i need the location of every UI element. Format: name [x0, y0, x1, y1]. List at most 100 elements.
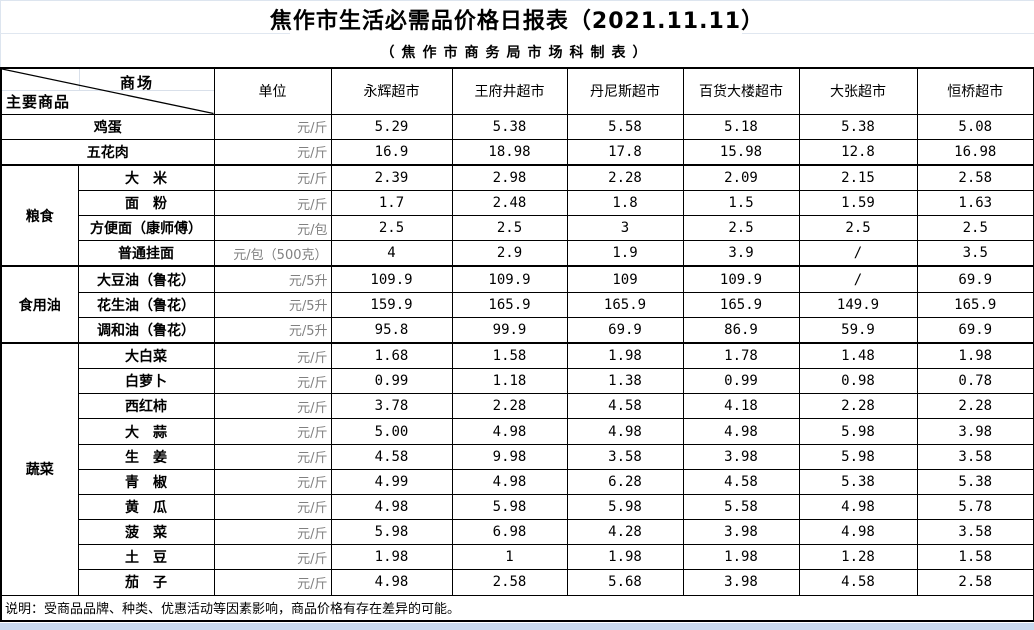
product-name-cell: 大 米: [77, 163, 215, 192]
category-cell: 食用油: [0, 265, 79, 344]
price-cell: 159.9: [330, 291, 453, 318]
price-cell: 5.98: [798, 443, 918, 470]
price-cell: 5.38: [798, 468, 918, 495]
price-cell: 2.58: [916, 163, 1034, 192]
price-cell: 1.98: [566, 342, 684, 370]
price-cell: 3.58: [566, 443, 684, 470]
unit-cell: 元/5升: [213, 265, 332, 293]
market-header-baihuodalou: 百货大楼超市: [682, 67, 800, 115]
price-cell: 16.98: [916, 138, 1034, 166]
price-cell: 5.68: [566, 569, 684, 596]
price-cell: 0.78: [916, 368, 1034, 395]
price-cell: 4.98: [330, 569, 453, 596]
price-cell: 5.18: [682, 113, 800, 140]
price-cell: 4.98: [451, 468, 568, 495]
price-cell: 1.9: [566, 240, 684, 267]
table-row: 普通挂面 元/包（500克） 4 2.9 1.9 3.9/3.5: [1, 240, 1034, 267]
price-cell: 165.9: [682, 291, 800, 318]
product-name-cell: 菠 菜: [77, 519, 215, 546]
table-row: 土 豆元/斤 1.98 1 1.98 1.98 1.28 1.58: [1, 544, 1034, 571]
price-cell: 149.9: [798, 291, 918, 318]
price-cell: 3.58: [916, 443, 1034, 470]
product-name-cell: 调和油（鲁花）: [77, 316, 215, 344]
price-cell: 1.7: [330, 190, 453, 217]
price-cell: 3.5: [916, 240, 1034, 267]
price-cell: 4.98: [451, 418, 568, 445]
unit-cell: 元/包（500克）: [213, 240, 332, 267]
product-name-cell: 生 姜: [77, 443, 215, 470]
table-row: 方便面（康师傅） 元/包 2.5 2.5 3 2.5 2.5 2.5: [1, 215, 1034, 242]
table-row: 鸡蛋 元/斤 5.29 5.38 5.58 5.18 5.38 5.08: [0, 113, 1034, 140]
price-cell: /: [798, 265, 918, 293]
price-cell: 165.9: [566, 291, 684, 318]
diagonal-header-cell: 商场 主要商品: [0, 67, 215, 115]
product-name-cell: 青 椒: [77, 468, 215, 495]
price-cell: 6.98: [451, 519, 568, 546]
price-cell: 1.5: [682, 190, 800, 217]
price-cell: 1.59: [798, 190, 918, 217]
unit-column-header: 单位: [213, 67, 332, 115]
market-header-dazhang: 大张超市: [798, 67, 918, 115]
price-cell: 2.48: [451, 190, 568, 217]
corner-label-market: 商场: [120, 74, 155, 92]
price-cell: 1.98: [682, 544, 800, 571]
product-name-cell: 大白菜: [77, 342, 215, 370]
table-row: 调和油（鲁花） 元/5升 95.8 99.9 69.9 86.9 59.9 69.9: [1, 316, 1034, 344]
price-cell: 0.98: [798, 368, 918, 395]
price-cell: 4.98: [798, 519, 918, 546]
product-name-cell: 土 豆: [77, 544, 215, 571]
unit-cell: 元/斤: [213, 468, 332, 495]
price-cell: 5.98: [451, 493, 568, 521]
unit-cell: 元/斤: [213, 113, 332, 140]
price-cell: 9.98: [451, 443, 568, 470]
unit-cell: 元/斤: [213, 493, 332, 521]
product-name-cell: 方便面（康师傅）: [77, 215, 215, 242]
price-cell: 2.15: [798, 163, 918, 192]
unit-cell: 元/斤: [213, 443, 332, 470]
price-cell: 69.9: [916, 316, 1034, 344]
price-cell: 5.78: [916, 493, 1034, 521]
unit-cell: 元/斤: [213, 138, 332, 166]
price-cell: 15.98: [682, 138, 800, 166]
price-cell: 1.28: [798, 544, 918, 571]
price-cell: 5.98: [566, 493, 684, 521]
price-cell: 95.8: [330, 316, 453, 344]
price-cell: 3.9: [682, 240, 800, 267]
product-name-cell: 黄 瓜: [77, 493, 215, 521]
price-cell: 17.8: [566, 138, 684, 166]
price-cell: 2.28: [566, 163, 684, 192]
price-cell: 5.00: [330, 418, 453, 445]
faint-gridline-horizontal: [2, 90, 213, 91]
price-cell: 5.58: [682, 493, 800, 521]
price-cell: 69.9: [566, 316, 684, 344]
price-cell: 2.28: [798, 393, 918, 420]
price-cell: 165.9: [916, 291, 1034, 318]
product-name-cell: 西红柿: [77, 393, 215, 420]
table-row: 西红柿 元/斤 3.78 2.28 4.58 4.18 2.28 2.28: [1, 393, 1034, 420]
product-name-cell: 花生油（鲁花）: [77, 291, 215, 318]
price-cell: 109: [566, 265, 684, 293]
unit-cell: 元/斤: [213, 519, 332, 546]
unit-cell: 元/5升: [213, 316, 332, 344]
page-title: 焦作市生活必需品价格日报表（2021.11.11）: [269, 9, 765, 34]
price-cell: 3.98: [682, 569, 800, 596]
price-cell: 5.38: [916, 468, 1034, 495]
price-cell: 4.58: [330, 443, 453, 470]
market-header-wangfujing: 王府井超市: [451, 67, 568, 115]
table-row: 食用油 大豆油（鲁花） 元/5升 109.9 109.9 109 109.9/69.9: [0, 265, 1034, 344]
price-cell: 109.9: [330, 265, 453, 293]
table-row: 面 粉元/斤 1.7 2.48 1.8 1.5 1.59 1.63: [1, 190, 1034, 217]
unit-cell: 元/斤: [213, 393, 332, 420]
price-cell: 2.28: [916, 393, 1034, 420]
market-header-dennis: 丹尼斯超市: [566, 67, 684, 115]
price-cell: 5.38: [451, 113, 568, 140]
price-cell: 18.98: [451, 138, 568, 166]
market-header-yonghui: 永辉超市: [330, 67, 453, 115]
price-cell: 2.58: [916, 569, 1034, 596]
price-cell: 1.58: [916, 544, 1034, 571]
faint-gridline-vertical: [79, 69, 80, 90]
price-cell: /: [798, 240, 918, 267]
footer-row: 说明：受商品品牌、种类、优惠活动等因素影响，商品价格有存在差异的可能。: [0, 594, 1034, 622]
price-cell: 1: [451, 544, 568, 571]
price-cell: 2.58: [451, 569, 568, 596]
